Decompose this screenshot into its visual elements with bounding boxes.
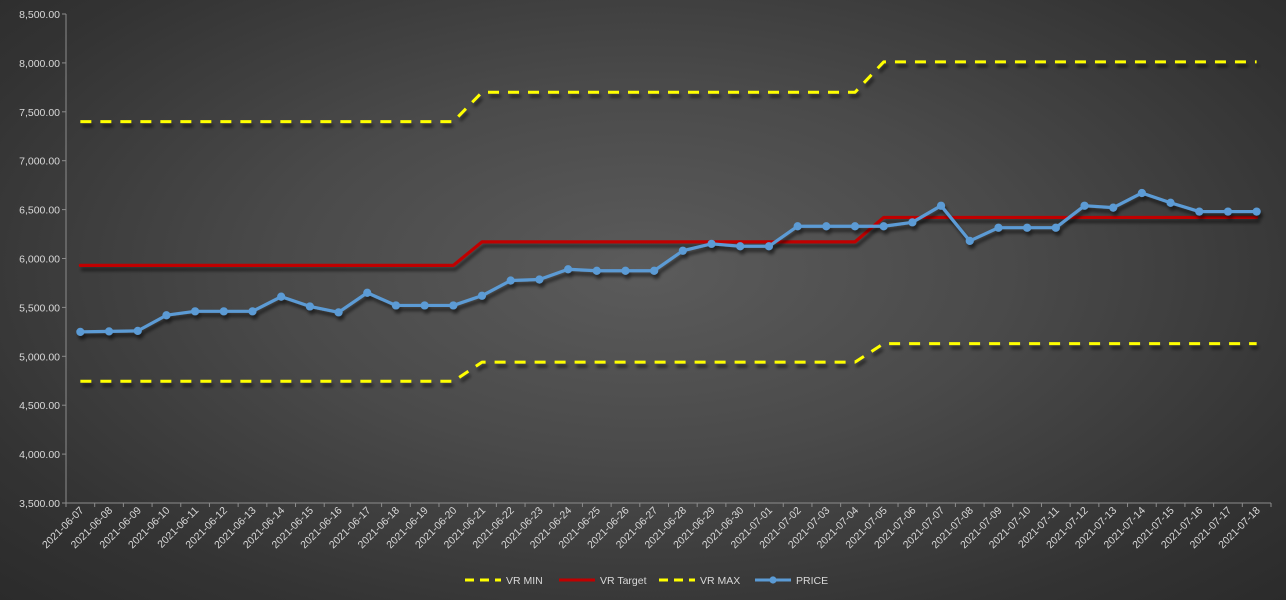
legend-item: VR MIN xyxy=(465,575,543,587)
y-tick-label: 4,500.00 xyxy=(19,400,60,412)
legend: VR MIN VR Target VR MAX PRICE xyxy=(465,575,828,587)
series-layer xyxy=(76,60,1261,383)
y-tick-label: 7,500.00 xyxy=(19,107,60,119)
y-tick-label: 6,000.00 xyxy=(19,254,60,266)
data-point xyxy=(420,301,429,310)
data-point xyxy=(219,307,228,316)
y-tick-label: 7,000.00 xyxy=(19,156,60,168)
data-point xyxy=(1195,207,1204,216)
data-point xyxy=(334,308,343,317)
data-point xyxy=(822,222,831,231)
data-point xyxy=(650,266,659,275)
series-vr-min xyxy=(80,342,1257,383)
data-point xyxy=(592,266,601,275)
legend-label: VR Target xyxy=(600,575,647,587)
data-point xyxy=(248,307,257,316)
y-tick-label: 8,000.00 xyxy=(19,58,60,70)
y-tick-label: 4,000.00 xyxy=(19,449,60,461)
legend-item: PRICE xyxy=(755,575,828,587)
legend-item: VR MAX xyxy=(659,575,740,587)
y-tick-label: 6,500.00 xyxy=(19,205,60,217)
y-tick-label: 5,000.00 xyxy=(19,351,60,363)
series-line xyxy=(78,215,1259,267)
series-vr-target xyxy=(78,215,1259,267)
data-point xyxy=(191,307,200,316)
data-point xyxy=(76,327,85,336)
data-point xyxy=(1109,203,1118,212)
data-point xyxy=(1137,188,1146,198)
data-point xyxy=(1166,198,1175,207)
data-point xyxy=(563,265,573,274)
data-point xyxy=(363,288,372,297)
legend-label: VR MIN xyxy=(506,575,543,587)
series-vr-max xyxy=(80,60,1257,124)
data-point xyxy=(104,327,114,336)
data-point xyxy=(764,242,774,251)
data-point xyxy=(277,292,286,301)
series-line xyxy=(78,191,1259,334)
legend-item: VR Target xyxy=(559,575,647,587)
data-point xyxy=(477,291,487,300)
data-point xyxy=(707,239,716,248)
data-point xyxy=(678,246,687,255)
axes: 3,500.00 4,000.00 4,500.00 5,000.00 5,500.00… xyxy=(19,9,1272,551)
data-point xyxy=(449,301,458,310)
legend-label: PRICE xyxy=(796,575,828,587)
data-point xyxy=(1051,223,1060,232)
data-point xyxy=(133,326,142,335)
data-point xyxy=(621,266,630,275)
legend-label: VR MAX xyxy=(700,575,740,587)
data-point xyxy=(1223,207,1233,216)
y-tick-label: 8,500.00 xyxy=(19,9,60,21)
series-line xyxy=(80,60,1257,124)
data-point xyxy=(391,301,401,310)
data-point xyxy=(850,222,860,231)
data-point xyxy=(1252,207,1261,216)
data-point xyxy=(965,236,974,245)
data-point xyxy=(305,302,314,311)
data-point xyxy=(1023,223,1032,232)
y-tick-label: 3,500.00 xyxy=(19,498,60,510)
data-point xyxy=(908,218,917,227)
data-point xyxy=(535,275,544,284)
data-point xyxy=(162,311,171,320)
legend-marker xyxy=(769,576,777,584)
series-line xyxy=(80,342,1257,383)
y-tick-label: 5,500.00 xyxy=(19,302,60,314)
data-point xyxy=(994,223,1003,232)
data-point xyxy=(1080,201,1089,210)
data-point xyxy=(793,222,802,231)
data-point xyxy=(936,201,946,210)
data-point xyxy=(879,222,888,231)
data-point xyxy=(506,276,515,285)
series-price xyxy=(76,188,1261,336)
data-point xyxy=(736,242,745,251)
